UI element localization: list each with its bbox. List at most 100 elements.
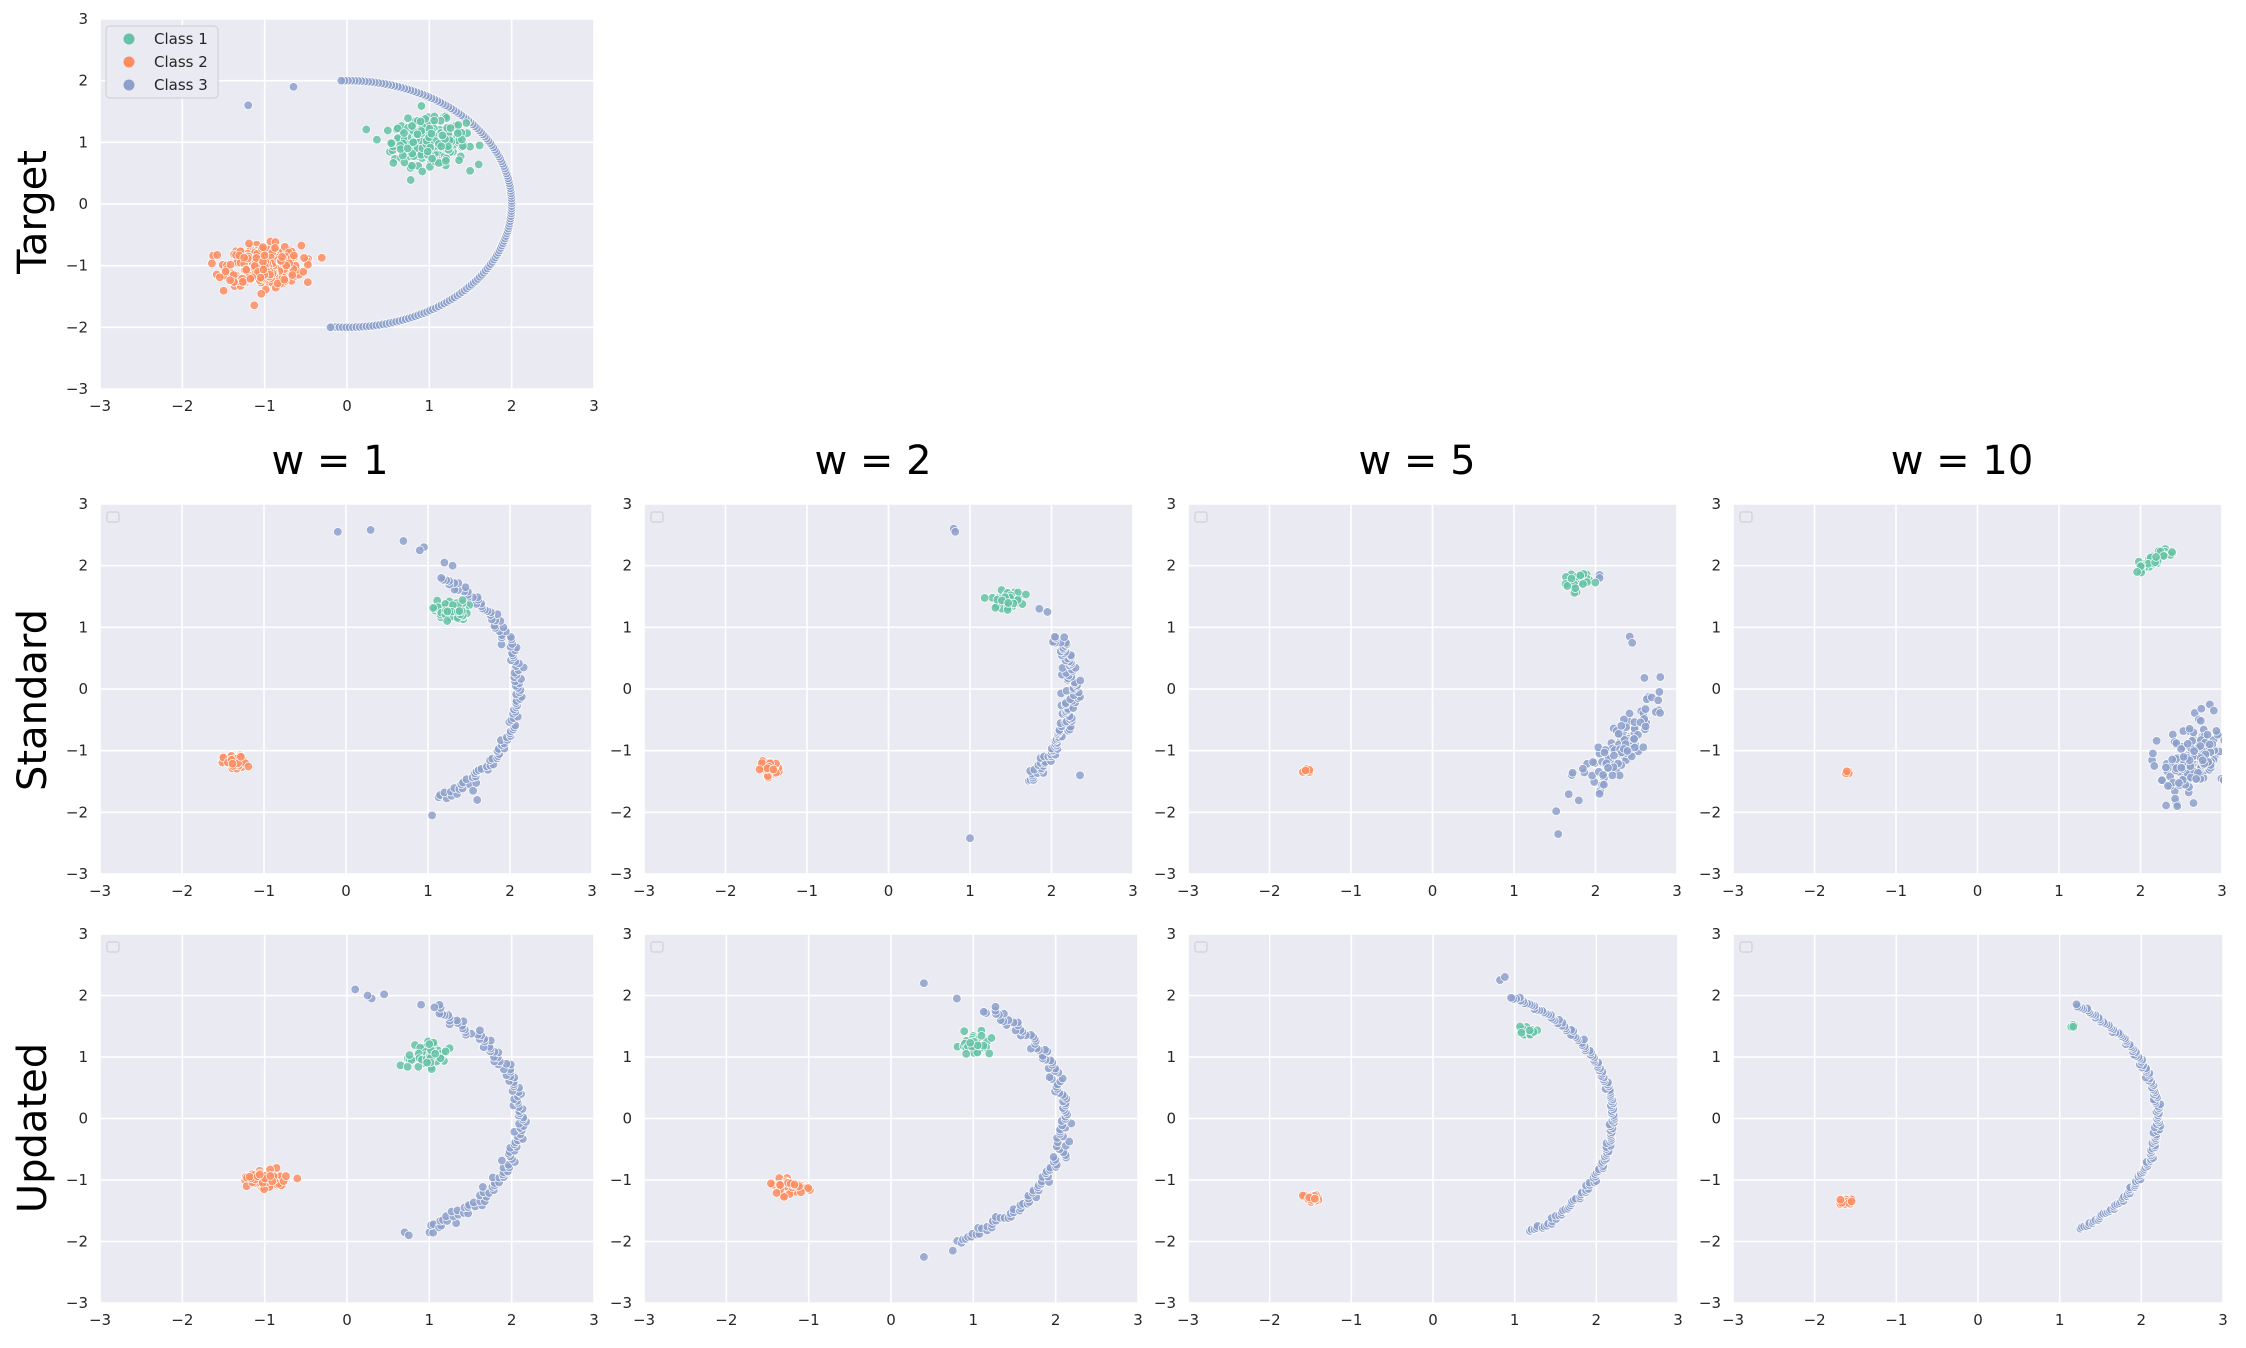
x-tick-label: −1	[798, 1311, 820, 1329]
point-class-3	[472, 795, 482, 805]
x-tick-label: 1	[1510, 1311, 1520, 1329]
point-class-3	[1616, 721, 1626, 731]
point-class-1	[422, 1057, 432, 1068]
point-class-1	[1562, 581, 1572, 591]
point-class-3	[2205, 739, 2215, 750]
point-class-3	[1655, 708, 1665, 718]
point-class-2	[255, 1169, 265, 1180]
point-class-2	[239, 253, 249, 263]
y-tick-label: −1	[1154, 1171, 1176, 1189]
x-tick-label: −1	[1885, 1311, 1907, 1329]
point-class-3	[2198, 755, 2208, 765]
point-class-1	[2151, 552, 2161, 562]
point-class-3	[2167, 754, 2177, 765]
x-tick-label: 3	[589, 1311, 599, 1329]
point-class-1	[429, 115, 439, 126]
x-tick-label: 2	[505, 882, 515, 900]
points-group	[207, 76, 517, 332]
point-class-3	[2176, 763, 2186, 773]
point-class-2	[245, 274, 256, 284]
point-class-2	[287, 270, 298, 280]
point-class-2	[255, 273, 266, 283]
x-tick-label: 3	[587, 882, 597, 900]
y-tick-label: −1	[66, 742, 88, 760]
point-class-3	[475, 1025, 485, 1035]
point-class-1	[430, 1049, 440, 1059]
point-class-3	[2172, 801, 2182, 811]
point-class-1	[1021, 589, 1031, 600]
y-tick-label: −2	[610, 803, 632, 821]
panel-standard-w5: −3 −2 −1 0 1 2 3 −3 −2 −1 0 1 2 3	[1154, 495, 1682, 900]
points-group	[1298, 569, 1665, 839]
point-class-2	[779, 1192, 789, 1202]
column-title-w2: w = 2	[814, 438, 931, 484]
point-class-3	[1567, 768, 1578, 778]
point-class-3	[1042, 607, 1053, 617]
point-class-2	[754, 764, 765, 775]
point-class-3	[965, 833, 975, 843]
point-class-2	[256, 289, 266, 299]
point-class-3	[468, 786, 478, 796]
panel-updated-w2: −3 −2 −1 0 1 2 3 −3 −2 −1 0 1 2 3	[610, 925, 1143, 1329]
point-class-2	[249, 300, 259, 310]
y-tick-label: 3	[622, 925, 632, 943]
point-class-3	[2190, 708, 2200, 718]
y-tick-label: 2	[78, 987, 88, 1005]
point-class-3	[2236, 736, 2245, 745]
y-tick-label: −1	[66, 257, 88, 275]
point-class-3	[336, 76, 346, 86]
legend-box	[105, 25, 219, 99]
x-tick-label: 0	[1973, 882, 1983, 900]
point-class-2	[1300, 765, 1311, 776]
point-class-2	[225, 260, 236, 270]
point-class-1	[453, 128, 463, 138]
y-tick-label: −1	[1699, 1171, 1721, 1189]
y-tick-label: 3	[1711, 495, 1721, 513]
points-group	[1298, 972, 1619, 1236]
legend-label-class-1: Class 1	[154, 30, 208, 48]
y-tick-label: −3	[66, 865, 88, 883]
point-class-1	[453, 120, 463, 130]
legend-marker-class-2	[123, 56, 135, 68]
point-class-1	[457, 595, 468, 605]
x-tick-label: 3	[1673, 1311, 1683, 1329]
panel-standard-w10: −3 −2 −1 0 1 2 3 −3 −2 −1 0 1 2 3	[1699, 495, 2246, 900]
point-class-1	[976, 1031, 987, 1041]
point-class-3	[398, 536, 409, 546]
point-class-3	[288, 82, 299, 92]
point-class-3	[1506, 993, 1516, 1003]
points-group	[1835, 999, 2166, 1234]
point-class-3	[1553, 829, 1563, 839]
point-class-3	[2178, 752, 2189, 762]
point-class-3	[1050, 632, 1060, 642]
point-class-2	[270, 243, 280, 253]
point-class-3	[2195, 741, 2205, 751]
legend-label-class-3: Class 3	[154, 76, 208, 94]
x-tick-label: 3	[2218, 1311, 2228, 1329]
y-tick-label: −1	[610, 1171, 632, 1189]
x-tick-label: 2	[507, 1311, 517, 1329]
point-class-3	[1607, 770, 1618, 781]
row-title-standard: Standard	[10, 609, 56, 791]
point-class-3	[2219, 736, 2222, 745]
point-class-1	[965, 1038, 975, 1048]
y-tick-label: 0	[1711, 680, 1721, 698]
x-tick-label: 0	[1428, 882, 1438, 900]
point-class-2	[317, 253, 327, 263]
point-class-3	[1594, 789, 1605, 799]
point-class-3	[439, 557, 450, 568]
y-tick-label: 1	[78, 133, 88, 151]
point-class-1	[428, 603, 438, 613]
point-class-3	[2226, 727, 2235, 736]
point-class-3	[2239, 741, 2246, 750]
y-tick-label: 2	[78, 72, 88, 90]
point-class-3	[2218, 775, 2222, 785]
x-tick-label: −1	[254, 397, 276, 415]
point-class-1	[408, 137, 418, 147]
y-tick-label: 3	[1166, 925, 1176, 943]
point-class-3	[1599, 780, 1609, 790]
point-class-1	[393, 123, 403, 133]
point-class-3	[2151, 736, 2162, 746]
point-class-1	[961, 1049, 971, 1059]
point-class-2	[241, 265, 251, 275]
